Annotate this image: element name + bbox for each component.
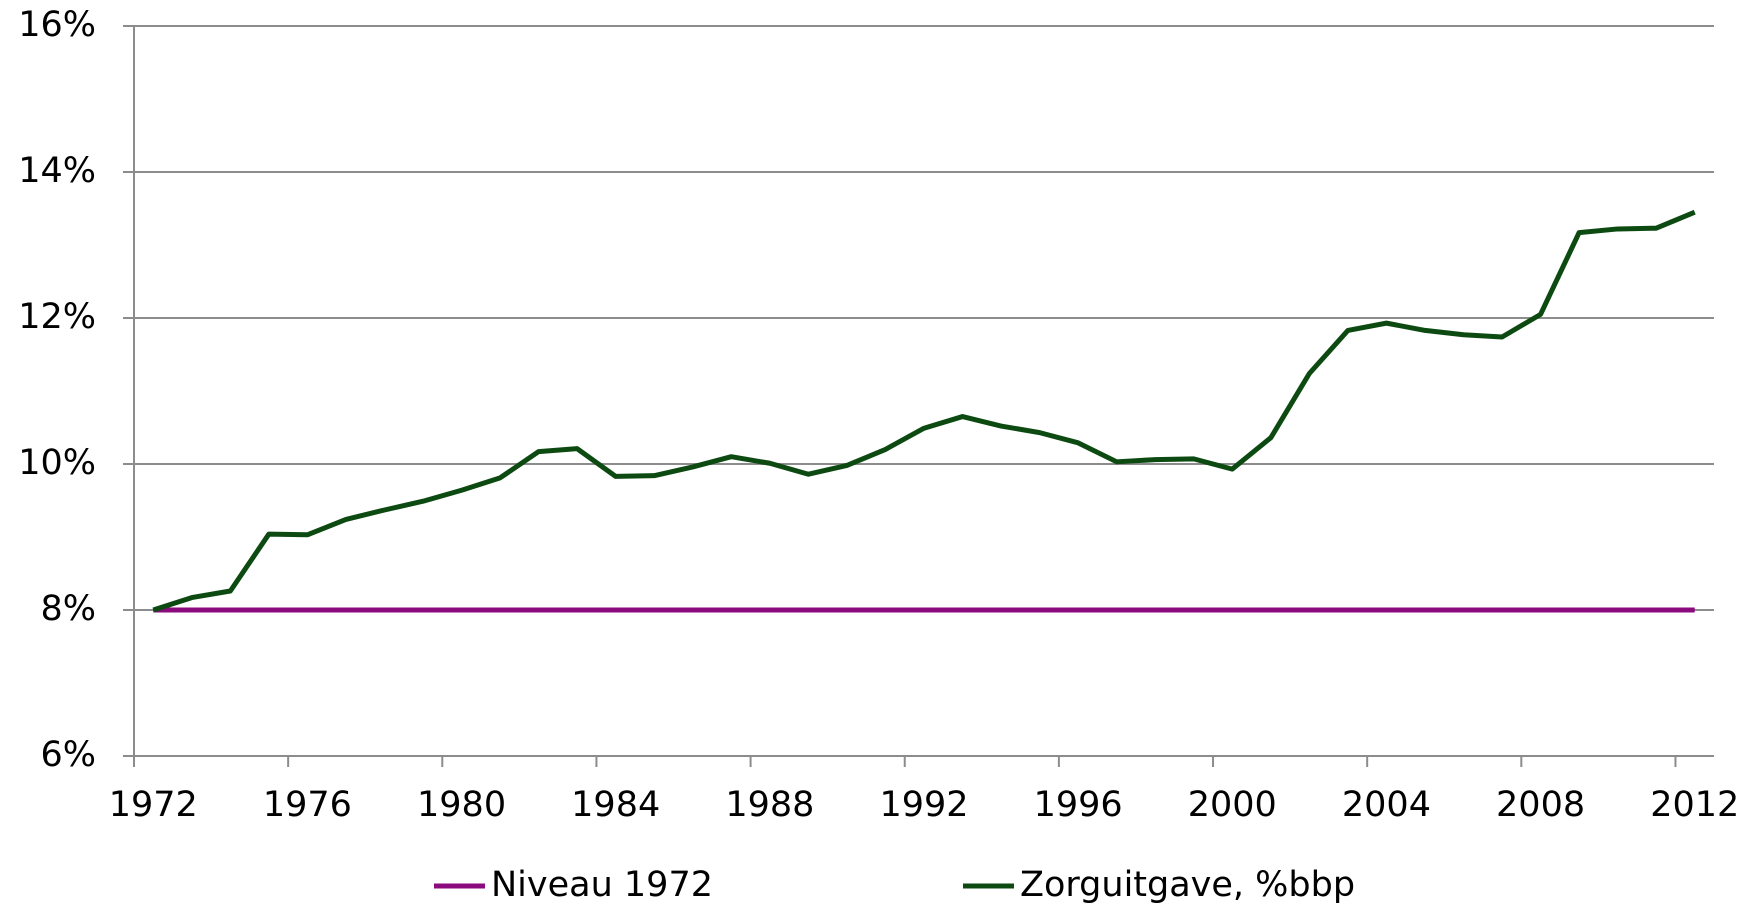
x-tick-label: 1972 [109,785,198,825]
legend-label: Niveau 1972 [491,865,713,903]
y-tick-label: 8% [40,589,96,629]
y-tick-label: 10% [18,443,96,483]
y-tick-label: 6% [40,735,96,775]
series-line [152,209,1696,613]
x-tick-label: 1980 [417,785,506,825]
x-tick-label: 1988 [725,785,814,825]
x-tick-label: 1976 [263,785,352,825]
y-tick-label: 14% [18,151,96,191]
x-tick-label: 2000 [1188,785,1277,825]
x-tick-label: 1996 [1034,785,1123,825]
x-tick-label: 2004 [1342,785,1431,825]
y-tick-label: 12% [18,297,96,337]
x-tick-label: 1992 [879,785,968,825]
x-tick-label: 2008 [1496,785,1585,825]
y-tick-label: 16% [18,5,96,45]
legend-label: Zorguitgave, %bbp [1020,865,1355,903]
x-tick-label: 1984 [571,785,660,825]
x-tick-label: 2012 [1650,785,1739,825]
